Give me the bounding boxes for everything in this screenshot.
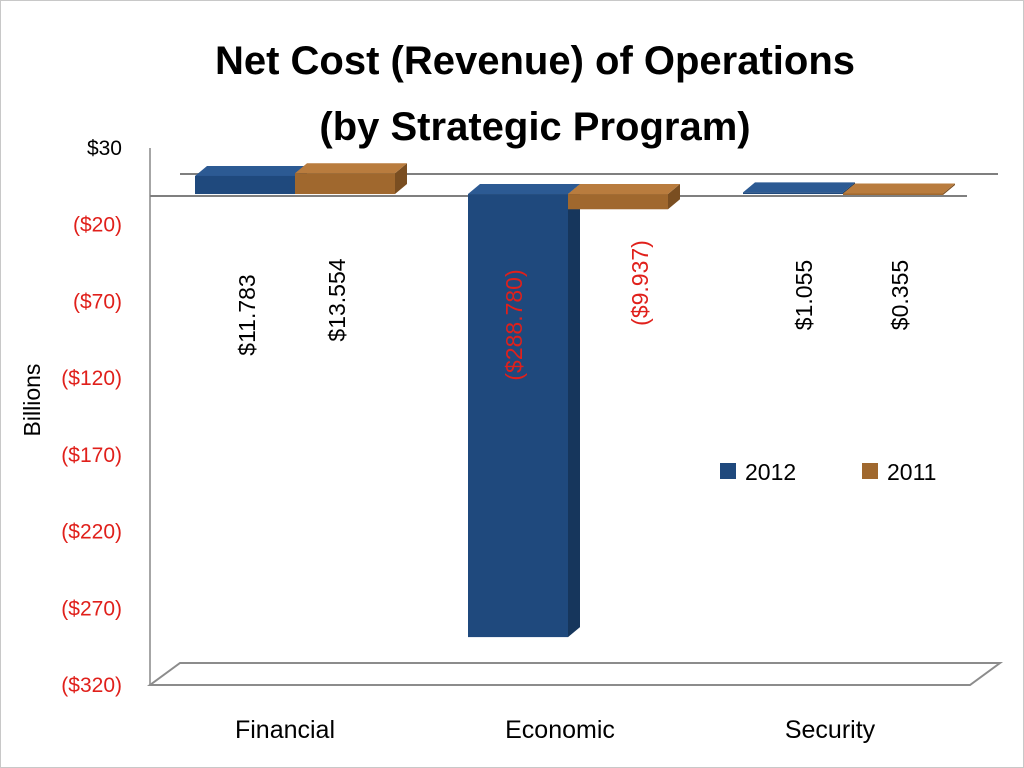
bar-top — [295, 163, 407, 174]
bar-side — [568, 184, 580, 638]
y-tick-label: ($120) — [61, 367, 122, 390]
bar-top — [743, 182, 855, 193]
bar-front — [743, 192, 843, 195]
chart-title-line-1: Net Cost (Revenue) of Operations — [215, 39, 855, 83]
y-tick-label: ($70) — [73, 290, 122, 313]
y-tick-label: ($170) — [61, 444, 122, 467]
y-tick-label: ($320) — [61, 674, 122, 697]
bar-front — [295, 173, 395, 195]
bar-2012-security — [743, 182, 855, 195]
bar-2011-security — [843, 183, 955, 195]
chart-title-line-2: (by Strategic Program) — [319, 105, 750, 149]
bar-2012-economic — [468, 184, 580, 638]
legend-item-2011: 2011 — [862, 459, 936, 485]
bar-front — [468, 194, 568, 638]
x-category-label: Security — [785, 716, 876, 744]
data-label: $0.355 — [887, 260, 913, 330]
x-category-label: Economic — [505, 716, 615, 744]
y-axis-title: Billions — [19, 364, 45, 437]
bar-top — [468, 184, 580, 195]
legend-swatch — [862, 463, 878, 479]
data-label: $13.554 — [324, 258, 350, 341]
legend: 2012 2011 — [720, 459, 936, 485]
data-label: $1.055 — [791, 260, 817, 330]
data-label: ($9.937) — [627, 240, 653, 326]
bar-top — [568, 184, 680, 195]
bar-front — [568, 194, 668, 210]
bars-layer — [195, 163, 955, 638]
y-tick-label: $30 — [87, 137, 122, 160]
y-tick-label: ($20) — [73, 214, 122, 237]
bar-top — [195, 165, 307, 176]
data-label: ($288.780) — [501, 269, 527, 380]
legend-label: 2011 — [887, 459, 936, 485]
bar-front — [195, 175, 295, 195]
labels-layer: $11.783 ($288.780) $1.055 $13.554 ($9.937) $0… — [234, 240, 913, 380]
bar-top — [843, 183, 955, 194]
legend-swatch — [720, 463, 736, 479]
y-tick-label: ($270) — [61, 597, 122, 620]
chart-floor — [146, 662, 1004, 686]
x-category-label: Financial — [235, 716, 335, 744]
bar-side — [395, 163, 407, 195]
bar-2012-financial — [195, 165, 307, 195]
data-label: $11.783 — [234, 274, 260, 355]
bar-2011-economic — [568, 184, 680, 210]
legend-label: 2012 — [745, 459, 796, 485]
bar-2011-financial — [295, 163, 407, 195]
bar-side — [943, 183, 955, 195]
bar-front — [843, 193, 943, 195]
bar-side — [668, 184, 680, 210]
axes-layer: $30 ($20) ($70) ($120) ($170) ($220) ($270) ($3… — [61, 137, 1004, 744]
y-tick-label: ($220) — [61, 521, 122, 544]
legend-item-2012: 2012 — [720, 459, 796, 485]
